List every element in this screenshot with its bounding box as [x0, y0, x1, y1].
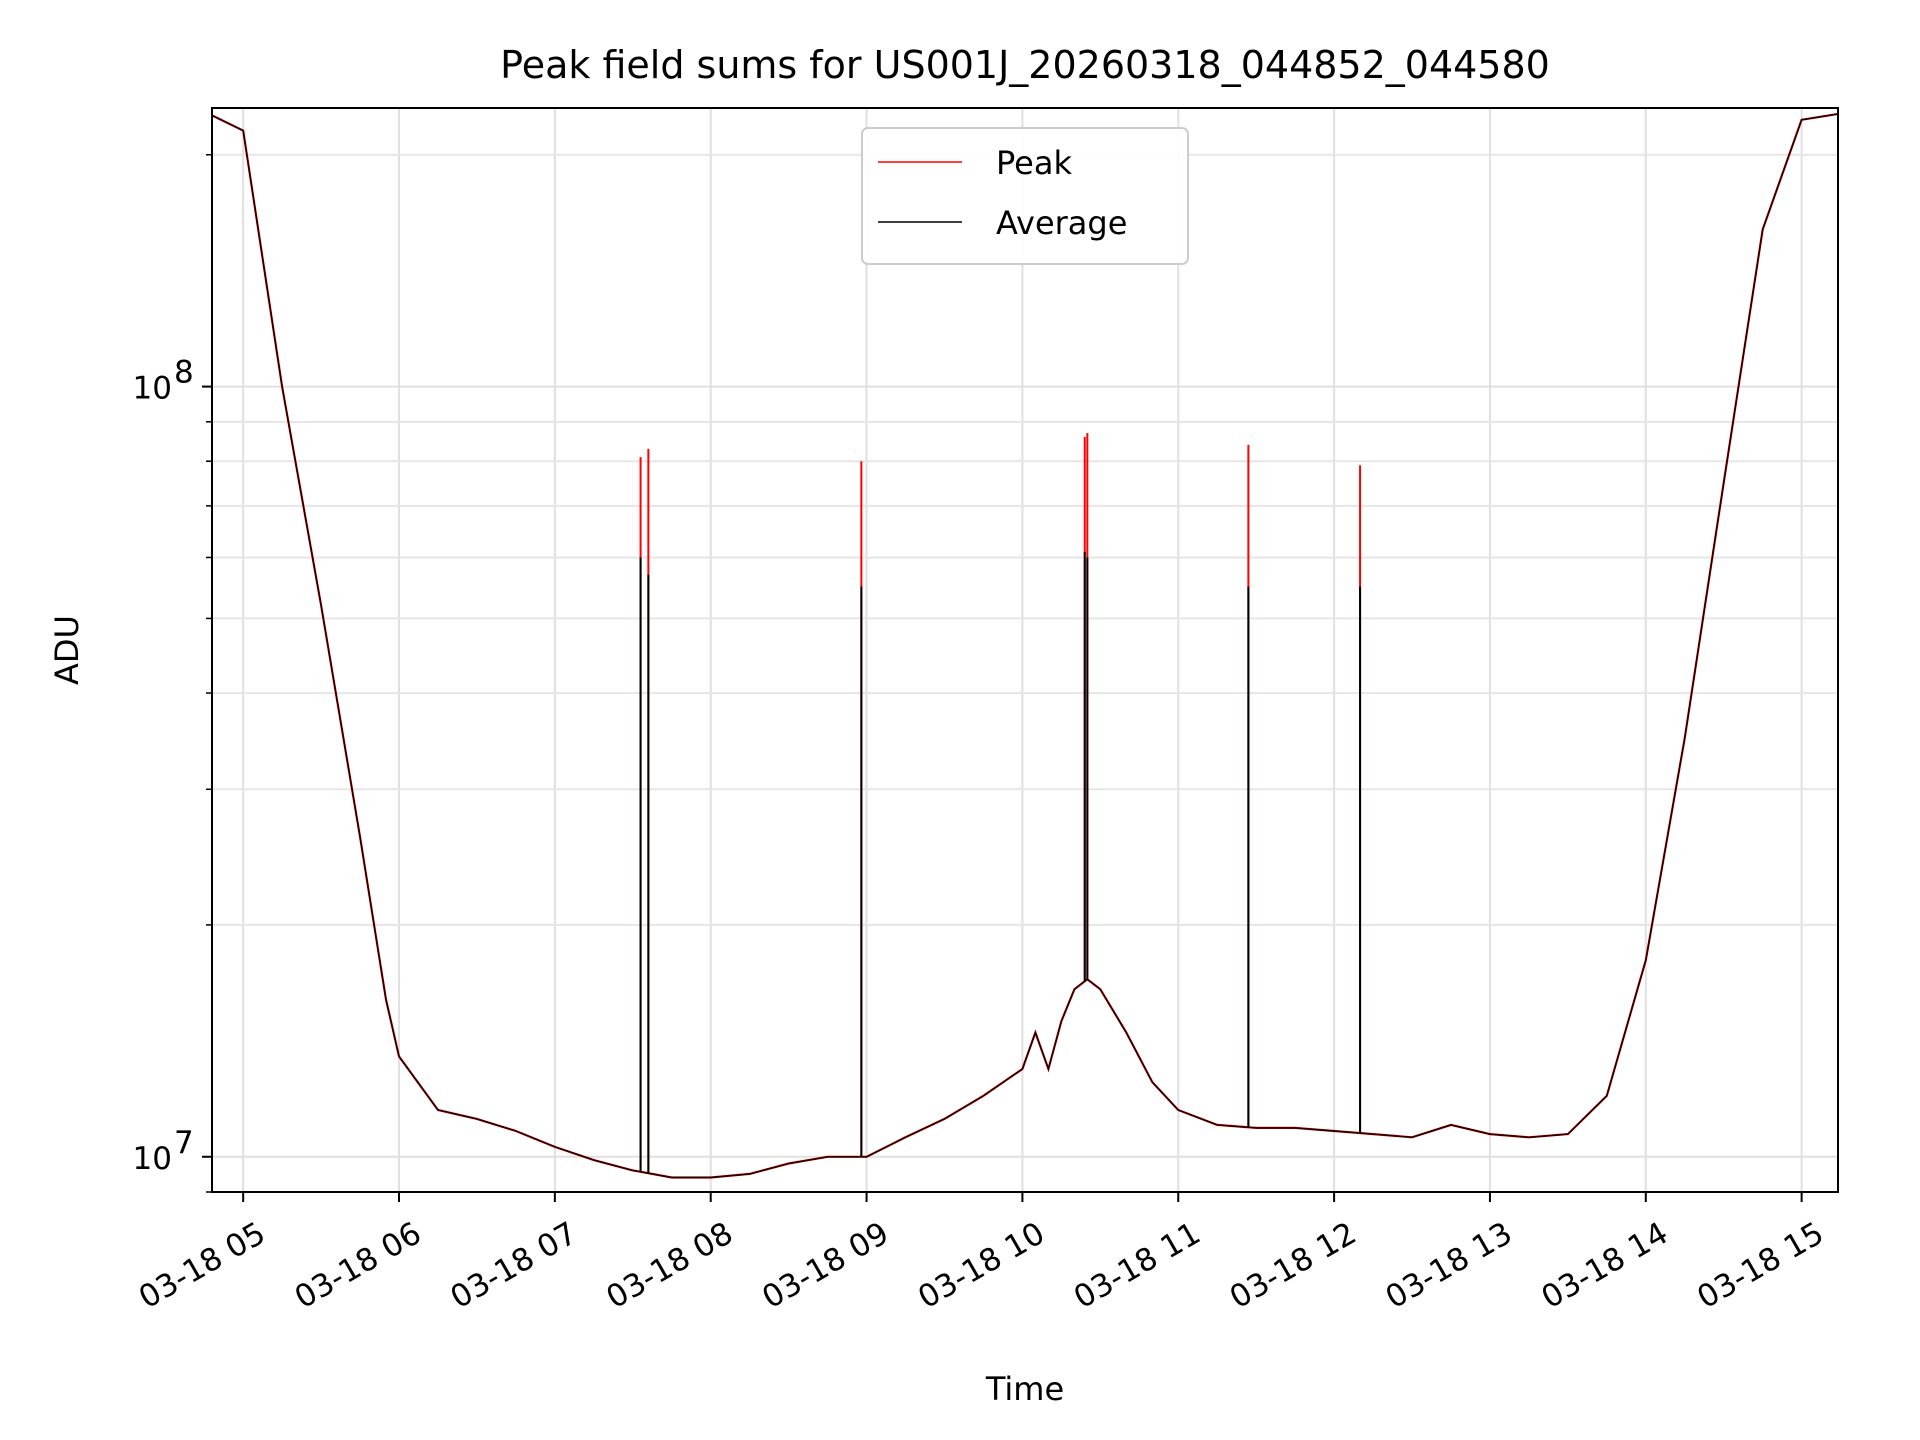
x-tick-label: 03-18 10 — [912, 1215, 1051, 1316]
y-tick-exponent: 7 — [174, 1125, 194, 1161]
grid — [212, 108, 1838, 1193]
x-tick-label: 03-18 14 — [1535, 1215, 1674, 1316]
x-tick-label: 03-18 13 — [1380, 1215, 1519, 1316]
x-tick-label: 03-18 07 — [445, 1215, 584, 1316]
x-tick-label: 03-18 05 — [133, 1215, 272, 1316]
x-tick-label: 03-18 15 — [1691, 1215, 1830, 1316]
legend-label-average: Average — [996, 204, 1127, 242]
chart-title: Peak field sums for US001J_20260318_0448… — [500, 43, 1550, 87]
y-tick-label: 10 — [133, 1141, 172, 1177]
series-line-average — [211, 113, 1839, 1179]
x-tick-label: 03-18 08 — [600, 1215, 739, 1316]
plot-frame — [211, 107, 1839, 1193]
y-axis-label: ADU — [48, 615, 86, 685]
x-tick-label: 03-18 12 — [1224, 1215, 1363, 1316]
y-tick-label: 10 — [133, 371, 172, 407]
x-axis-label: Time — [985, 1370, 1064, 1408]
x-tick-label: 03-18 11 — [1068, 1215, 1207, 1316]
x-ticks: 03-18 05 03-18 06 03-18 07 03-18 08 03-18 09… — [133, 1192, 1830, 1316]
legend: Peak Average — [861, 127, 1189, 265]
series-line-peak — [211, 112, 1839, 1179]
y-tick-exponent: 8 — [174, 355, 194, 391]
x-tick-label: 03-18 06 — [289, 1215, 428, 1316]
legend-label-peak: Peak — [996, 144, 1072, 182]
series-layer — [211, 112, 1839, 1179]
x-tick-label: 03-18 09 — [756, 1215, 895, 1316]
